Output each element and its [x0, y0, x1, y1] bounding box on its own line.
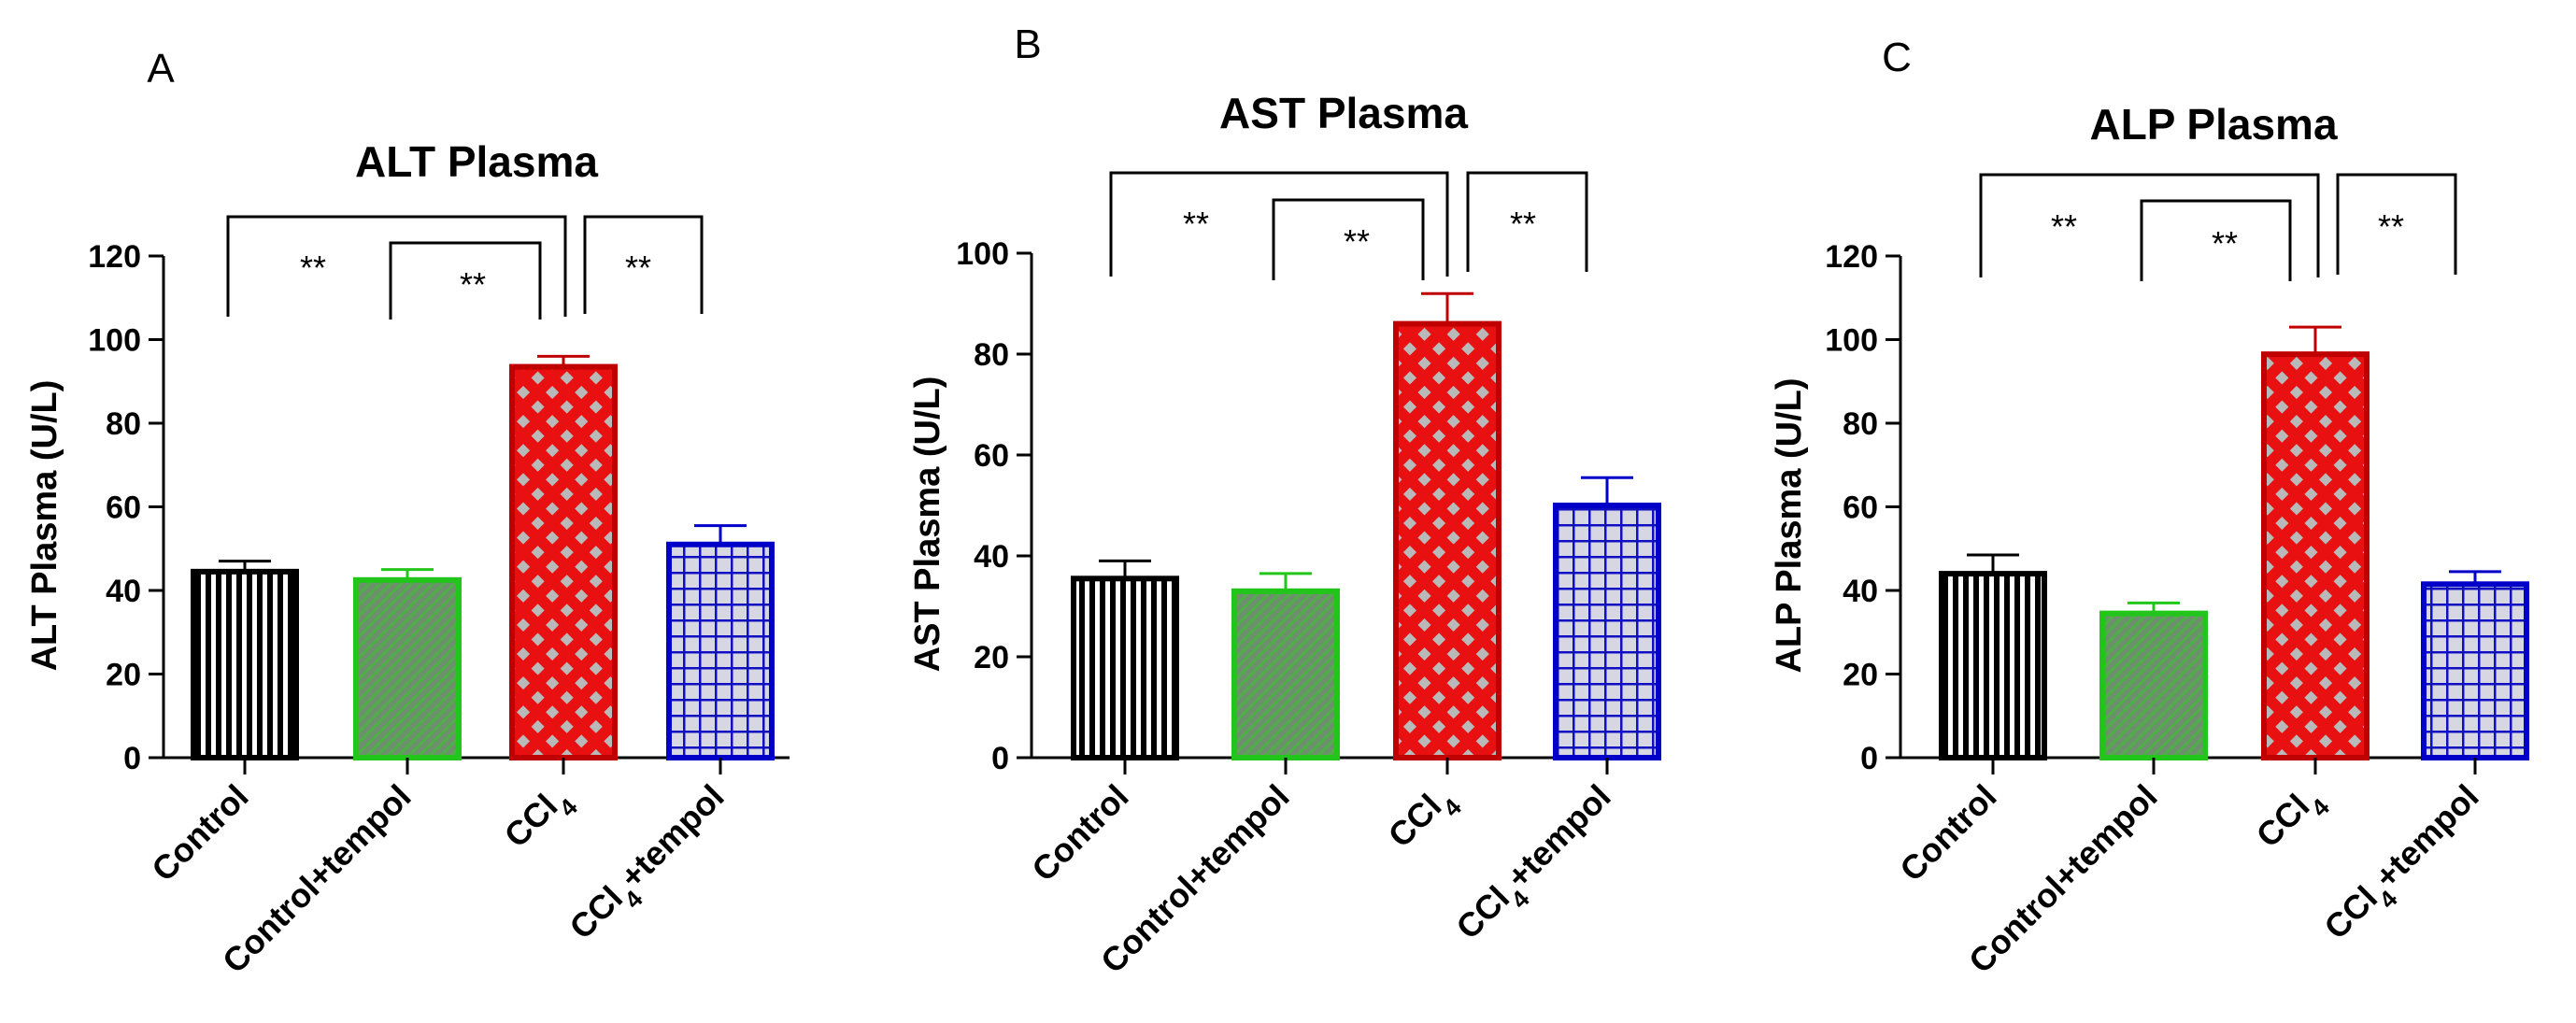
panel-letter: C	[1882, 35, 1912, 80]
significance-label: **	[460, 265, 486, 304]
category-label-text: Control	[1892, 777, 2003, 888]
significance-label: **	[625, 249, 651, 287]
y-tick-label: 40	[974, 539, 1009, 575]
category-label-ccl4: CCl4	[497, 776, 584, 863]
y-tick-label: 80	[974, 337, 1009, 373]
y-tick-label: 100	[1825, 323, 1878, 359]
significance-bracket	[1466, 171, 1588, 272]
category-label-text: CCl	[2316, 878, 2384, 946]
chart-title: ALT Plasma	[355, 137, 598, 186]
category-label-control: Control	[1024, 777, 1135, 888]
category-label-text: CCl	[497, 787, 565, 855]
significance-bracket	[1272, 198, 1425, 280]
panel-c-alp-plasma: C ALP Plasma ALP Plasma (U/L) 0 20 40 60 80 100 1…	[1770, 35, 2529, 980]
chart-title: ALP Plasma	[2089, 100, 2337, 149]
bar-control	[1939, 571, 2047, 760]
y-tick-label: 100	[956, 236, 1009, 272]
significance-label: **	[1183, 205, 1209, 243]
category-label-text: CCl	[562, 878, 630, 946]
y-tick-label: 60	[1843, 490, 1878, 526]
y-axis-label: ALP Plasma (U/L)	[1770, 377, 1809, 673]
significance-bracket	[2140, 199, 2292, 281]
bar-ccl4-tempol	[2421, 581, 2529, 760]
panel-letter: A	[147, 46, 175, 92]
significance-bracket	[583, 215, 704, 314]
category-label-ccl4: CCl4	[2249, 776, 2336, 863]
significance-bracket	[1979, 173, 2320, 277]
category-label-control: Control	[1892, 777, 2003, 888]
y-tick-label: 0	[991, 741, 1009, 776]
significance-bracket	[389, 241, 542, 320]
y-tick-label: 20	[974, 640, 1009, 675]
y-tick-label: 20	[106, 658, 141, 693]
y-tick-label: 40	[1843, 574, 1878, 609]
category-label-ccl4-tempol: CCl4+tempol	[2316, 777, 2495, 956]
category-label-ccl4: CCl4	[1381, 776, 1468, 863]
category-label-text: CCl	[1381, 787, 1449, 855]
y-tick-label: 80	[106, 406, 141, 442]
bar-ccl4	[509, 363, 618, 760]
panel-a-alt-plasma: A ALT Plasma ALT Plasma (U/L) 0 20 40 60 80 100 1…	[25, 46, 790, 980]
bar-control	[1071, 575, 1179, 760]
category-label-ccl4-tempol: CCl4+tempol	[562, 777, 740, 956]
category-label-ccl4-tempol: CCl4+tempol	[1448, 777, 1627, 956]
y-tick-label: 40	[106, 574, 141, 609]
significance-label: **	[300, 249, 326, 287]
significance-bracket	[1109, 171, 1449, 277]
y-tick-label: 100	[88, 323, 141, 359]
panel-b-ast-plasma: B AST Plasma AST Plasma (U/L) 0 20 40 60 80 100 C…	[908, 21, 1661, 980]
panel-letter: B	[1014, 21, 1041, 67]
bar-ccl4-tempol	[1553, 503, 1661, 760]
category-label-control: Control	[144, 777, 255, 888]
category-label-text: CCl	[1448, 878, 1516, 946]
bar-ccl4	[2261, 351, 2370, 760]
y-tick-label: 0	[1860, 741, 1878, 776]
bar-control-tempol	[2099, 610, 2208, 760]
y-tick-label: 20	[1843, 658, 1878, 693]
category-label-text: Control	[144, 777, 255, 888]
significance-label: **	[1344, 222, 1370, 261]
y-tick-label: 60	[106, 490, 141, 526]
bar-control-tempol	[353, 576, 462, 760]
y-tick-label: 120	[88, 239, 141, 275]
significance-bracket	[226, 215, 567, 317]
significance-label: **	[1510, 205, 1536, 243]
category-label-text: Control	[1024, 777, 1135, 888]
category-label-text: +tempol	[2367, 777, 2485, 896]
significance-label: **	[2051, 207, 2077, 246]
significance-label: **	[2212, 224, 2238, 263]
y-tick-label: 120	[1825, 239, 1878, 275]
bar-ccl4	[1393, 320, 1501, 760]
significance-bracket	[2336, 173, 2457, 275]
y-tick-label: 80	[1843, 406, 1878, 442]
y-tick-label: 0	[123, 741, 141, 776]
bar-control-tempol	[1231, 588, 1340, 760]
category-label-text: +tempol	[612, 777, 731, 896]
bar-ccl4-tempol	[666, 541, 775, 761]
y-axis-label: AST Plasma (U/L)	[908, 377, 947, 673]
y-axis-label: ALT Plasma (U/L)	[25, 380, 64, 672]
chart-title: AST Plasma	[1219, 89, 1468, 137]
bar-control	[191, 568, 299, 760]
category-label-text: +tempol	[1499, 777, 1617, 896]
category-label-text: CCl	[2249, 787, 2317, 855]
y-tick-label: 60	[974, 438, 1009, 474]
significance-label: **	[2378, 207, 2404, 246]
